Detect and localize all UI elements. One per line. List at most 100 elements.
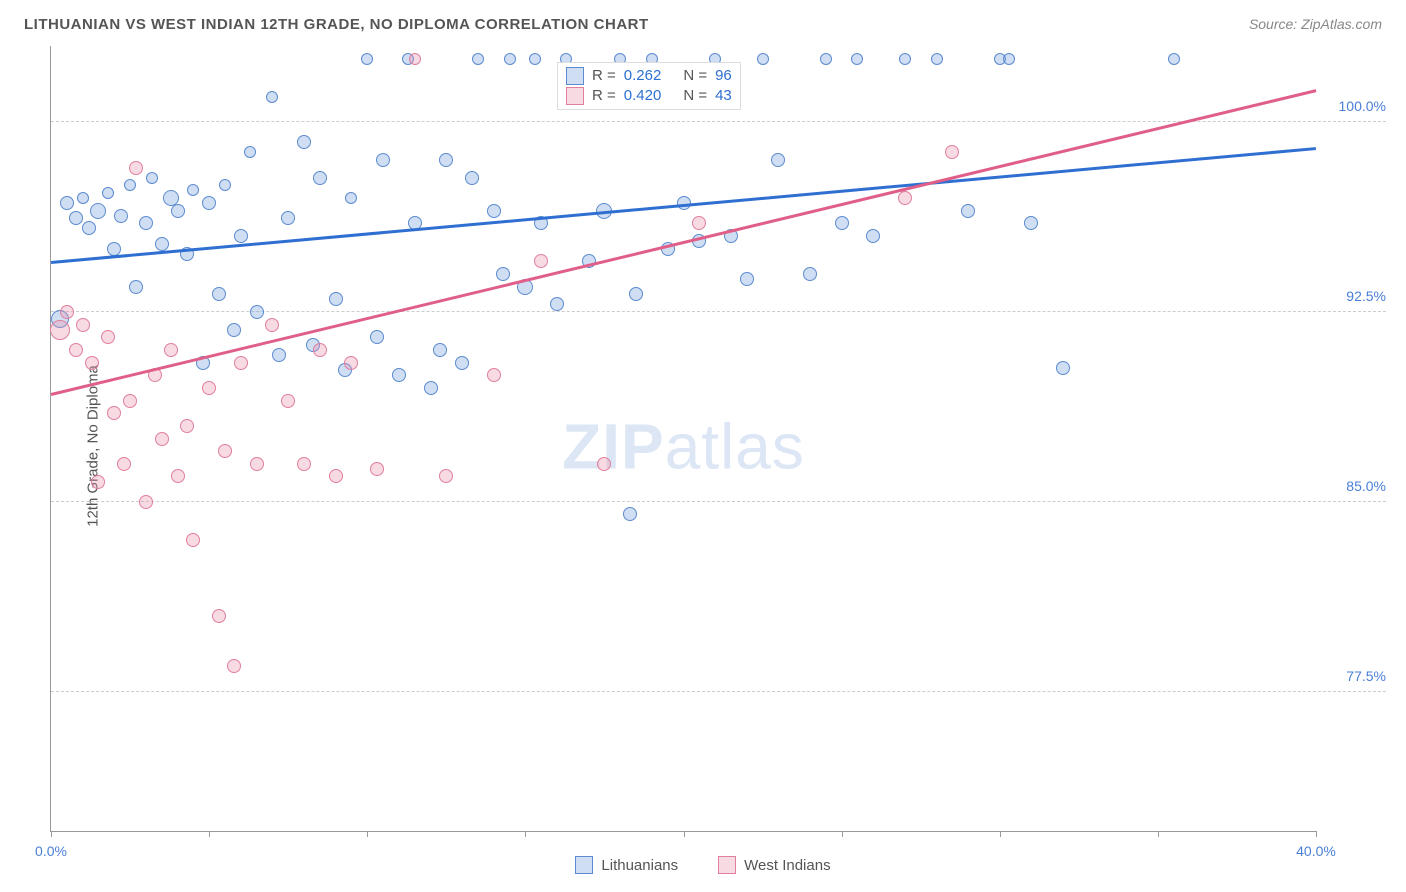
n-value: 96 [715, 67, 732, 84]
data-point-pink [898, 191, 912, 205]
data-point-pink [123, 394, 137, 408]
data-point-blue [835, 216, 849, 230]
data-point-pink [534, 254, 548, 268]
data-point-pink [370, 462, 384, 476]
data-point-blue [227, 323, 241, 337]
data-point-pink [186, 533, 200, 547]
data-point-pink [155, 432, 169, 446]
plot-region: ZIPatlas 77.5%85.0%92.5%100.0%0.0%40.0%R… [50, 46, 1316, 832]
swatch-blue-icon [566, 67, 584, 85]
trendline-blue [51, 147, 1316, 263]
x-tick [525, 831, 526, 837]
data-point-pink [180, 419, 194, 433]
legend-label-lithuanians: Lithuanians [601, 857, 678, 874]
x-tick [842, 831, 843, 837]
data-point-pink [50, 320, 70, 340]
data-point-blue [757, 53, 769, 65]
data-point-blue [433, 343, 447, 357]
data-point-blue [376, 153, 390, 167]
data-point-pink [202, 381, 216, 395]
data-point-blue [107, 242, 121, 256]
data-point-pink [60, 305, 74, 319]
data-point-pink [76, 318, 90, 332]
r-label: R = [592, 67, 616, 84]
data-point-blue [329, 292, 343, 306]
data-point-blue [931, 53, 943, 65]
data-point-blue [171, 204, 185, 218]
x-tick [367, 831, 368, 837]
data-point-blue [281, 211, 295, 225]
data-point-blue [90, 203, 106, 219]
data-point-blue [297, 135, 311, 149]
data-point-blue [219, 179, 231, 191]
data-point-blue [313, 171, 327, 185]
n-value: 43 [715, 87, 732, 104]
data-point-pink [265, 318, 279, 332]
data-point-blue [465, 171, 479, 185]
data-point-blue [899, 53, 911, 65]
stats-row-blue: R =0.262N =96 [566, 67, 732, 85]
stats-row-pink: R =0.420N =43 [566, 87, 732, 105]
data-point-blue [361, 53, 373, 65]
data-point-pink [945, 145, 959, 159]
data-point-pink [101, 330, 115, 344]
data-point-blue [866, 229, 880, 243]
data-point-blue [234, 229, 248, 243]
legend-item-lithuanians: Lithuanians [575, 856, 678, 874]
r-value: 0.262 [624, 67, 662, 84]
data-point-blue [102, 187, 114, 199]
data-point-blue [803, 267, 817, 281]
data-point-blue [146, 172, 158, 184]
data-point-pink [234, 356, 248, 370]
data-point-blue [851, 53, 863, 65]
watermark: ZIPatlas [562, 409, 805, 483]
chart-title: LITHUANIAN VS WEST INDIAN 12TH GRADE, NO… [24, 16, 649, 33]
data-point-pink [487, 368, 501, 382]
data-point-blue [820, 53, 832, 65]
data-point-pink [329, 469, 343, 483]
data-point-pink [107, 406, 121, 420]
data-point-pink [439, 469, 453, 483]
swatch-pink-icon [718, 856, 736, 874]
swatch-pink-icon [566, 87, 584, 105]
data-point-pink [164, 343, 178, 357]
data-point-pink [281, 394, 295, 408]
data-point-blue [424, 381, 438, 395]
n-label: N = [683, 87, 707, 104]
data-point-pink [91, 475, 105, 489]
data-point-blue [202, 196, 216, 210]
data-point-blue [139, 216, 153, 230]
data-point-blue [392, 368, 406, 382]
x-tick [1316, 831, 1317, 837]
data-point-pink [313, 343, 327, 357]
data-point-blue [439, 153, 453, 167]
bottom-legend: Lithuanians West Indians [0, 856, 1406, 874]
x-tick [1000, 831, 1001, 837]
x-tick [684, 831, 685, 837]
data-point-pink [171, 469, 185, 483]
chart-header: LITHUANIAN VS WEST INDIAN 12TH GRADE, NO… [0, 0, 1406, 41]
data-point-pink [597, 457, 611, 471]
y-tick-label: 100.0% [1333, 98, 1386, 114]
data-point-blue [114, 209, 128, 223]
data-point-blue [1003, 53, 1015, 65]
data-point-blue [1024, 216, 1038, 230]
data-point-blue [629, 287, 643, 301]
data-point-blue [961, 204, 975, 218]
data-point-blue [550, 297, 564, 311]
data-point-blue [529, 53, 541, 65]
y-tick-label: 85.0% [1340, 478, 1386, 494]
data-point-pink [139, 495, 153, 509]
x-tick [51, 831, 52, 837]
legend-label-westindians: West Indians [744, 857, 830, 874]
data-point-pink [85, 356, 99, 370]
data-point-pink [250, 457, 264, 471]
data-point-blue [1056, 361, 1070, 375]
data-point-blue [155, 237, 169, 251]
data-point-blue [504, 53, 516, 65]
data-point-blue [266, 91, 278, 103]
data-point-blue [60, 196, 74, 210]
r-value: 0.420 [624, 87, 662, 104]
data-point-blue [487, 204, 501, 218]
data-point-pink [409, 53, 421, 65]
